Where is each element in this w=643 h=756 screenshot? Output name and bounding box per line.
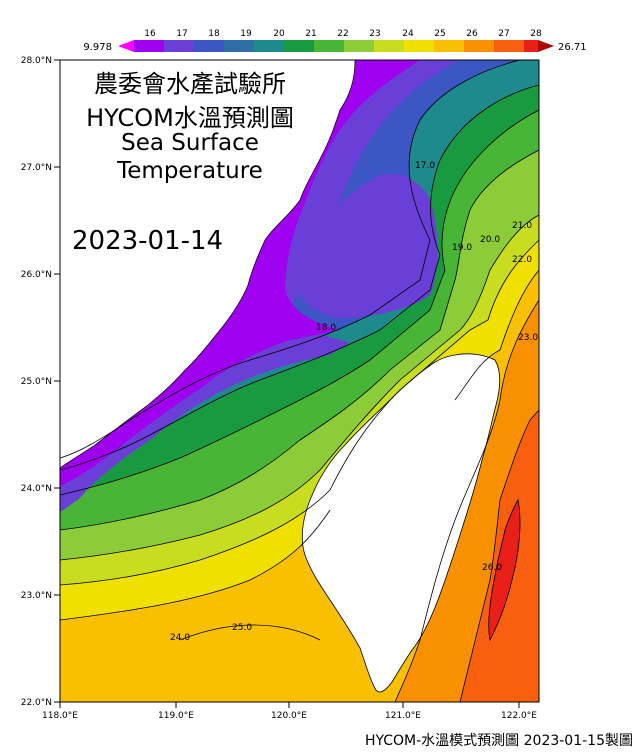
contour-label: 18.0	[316, 323, 336, 333]
china-coast-land	[60, 60, 356, 469]
contour-20	[60, 149, 539, 531]
colorbar-level: 16	[144, 29, 156, 39]
lon-label: 121.0°E	[385, 711, 421, 721]
temp-band-24-sw	[178, 625, 328, 702]
colorbar-max-arrow	[538, 40, 554, 52]
contour-24	[179, 299, 539, 702]
contour-label-group: 17.0 18.0 19.0 20.0 21.0 22.0 23.0 24.0 …	[170, 161, 538, 643]
colorbar-swatch	[344, 40, 374, 52]
colorbar-swatch	[284, 40, 314, 52]
variable-title-line2: Temperature	[117, 158, 263, 184]
temp-band-16-inner	[295, 173, 438, 318]
colorbar-swatch	[194, 40, 224, 52]
colorbar: 9.978 26.71 16 17 18 19 20 21 22 23 24 2…	[83, 29, 586, 53]
contour-label: 24.0	[170, 633, 190, 643]
lat-label: 27.0°N	[21, 163, 52, 173]
contour-lines	[60, 60, 539, 702]
colorbar-level: 17	[176, 29, 187, 39]
contour-label: 26.0	[482, 563, 502, 573]
org-title: 農委會水產試驗所	[94, 70, 286, 98]
colorbar-min-arrow	[118, 40, 134, 52]
forecast-date: 2023-01-14	[72, 226, 224, 256]
contour-label: 21.0	[512, 221, 532, 231]
colorbar-swatch	[314, 40, 344, 52]
colorbar-level: 25	[434, 29, 445, 39]
contour-26	[488, 498, 521, 642]
lon-label: 120.0°E	[271, 711, 307, 721]
contour-label: 25.0	[232, 623, 252, 633]
colorbar-swatch	[164, 40, 194, 52]
colorbar-level: 23	[369, 29, 380, 39]
colorbar-swatch	[494, 40, 524, 52]
lat-label: 28.0°N	[21, 56, 52, 66]
colorbar-swatch	[524, 40, 538, 52]
colorbar-level: 27	[498, 29, 509, 39]
colorbar-min-label: 9.978	[83, 42, 112, 53]
colorbar-swatch	[374, 40, 404, 52]
lon-label: 122.0°E	[501, 711, 537, 721]
colorbar-level: 21	[305, 29, 316, 39]
contour-23	[60, 269, 539, 621]
product-title: HYCOM水溫預測圖	[86, 104, 294, 132]
colorbar-level: 24	[402, 29, 414, 39]
contour-25	[459, 409, 539, 702]
lon-label: 119.0°E	[158, 711, 194, 721]
lat-label: 24.0°N	[21, 484, 52, 494]
colorbar-level: 26	[466, 29, 478, 39]
contour-label: 17.0	[415, 161, 435, 171]
contour-22	[60, 239, 539, 586]
contour-18	[60, 84, 539, 471]
contour-19	[60, 109, 539, 496]
lat-axis: 28.0°N 27.0°N 26.0°N 25.0°N 24.0°N 23.0°…	[21, 56, 60, 708]
contour-label: 23.0	[518, 333, 538, 343]
colorbar-level: 28	[530, 29, 542, 39]
contour-21	[60, 214, 539, 561]
colorbar-swatch	[464, 40, 494, 52]
temp-band-26	[488, 500, 520, 640]
contour-17	[60, 60, 521, 459]
footer-caption: HYCOM-水溫模式預測圖 2023-01-15製圖	[364, 733, 633, 749]
colorbar-swatch	[434, 40, 464, 52]
contour-label: 22.0	[512, 255, 532, 265]
lat-label: 25.0°N	[21, 377, 52, 387]
colorbar-max-label: 26.71	[558, 42, 587, 53]
contour-label: 19.0	[452, 243, 472, 253]
lat-label: 22.0°N	[21, 698, 52, 708]
sst-field: 17.0 18.0 19.0 20.0 21.0 22.0 23.0 24.0 …	[60, 60, 539, 702]
colorbar-level: 22	[337, 29, 348, 39]
lon-label: 118.0°E	[42, 711, 78, 721]
colorbar-level: 18	[208, 29, 220, 39]
variable-title-line1: Sea Surface	[121, 130, 259, 156]
colorbar-level: 19	[240, 29, 252, 39]
contour-label: 20.0	[480, 235, 500, 245]
lon-axis: 118.0°E 119.0°E 120.0°E 121.0°E 122.0°E	[42, 702, 537, 721]
colorbar-level: 20	[273, 29, 285, 39]
colorbar-swatch	[224, 40, 254, 52]
lat-label: 26.0°N	[21, 270, 52, 280]
colorbar-swatch	[254, 40, 284, 52]
lat-label: 23.0°N	[21, 591, 52, 601]
colorbar-swatch	[134, 40, 164, 52]
colorbar-swatch	[404, 40, 434, 52]
